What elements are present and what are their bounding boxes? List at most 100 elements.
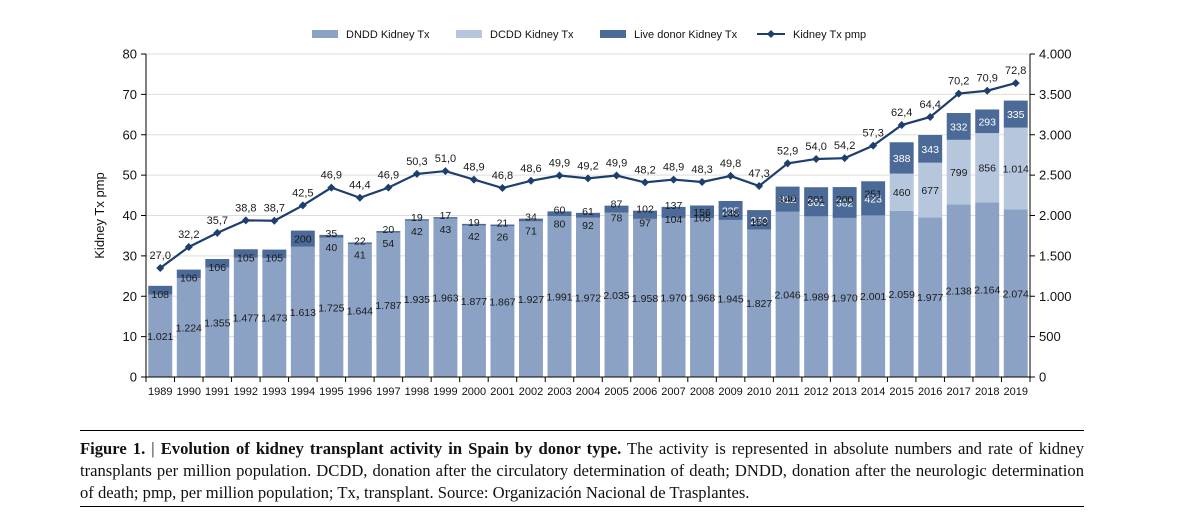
- pmp-value-label: 54,0: [805, 141, 826, 153]
- x-tick-label: 1992: [234, 386, 258, 398]
- bar-value-label: 2.074: [1003, 288, 1029, 300]
- bar-value-label: 71: [525, 226, 537, 238]
- pmp-value-label: 54,2: [834, 140, 855, 152]
- caption-separator: |: [145, 439, 161, 458]
- bar-segment: [404, 220, 429, 377]
- bar-segment: [690, 205, 715, 219]
- bar-segment: [1003, 209, 1028, 377]
- y-tick-label: 40: [123, 208, 137, 223]
- bar-value-label: 235: [722, 205, 740, 217]
- pmp-value-label: 70,9: [977, 73, 998, 85]
- pmp-marker: [270, 216, 279, 225]
- bar-value-label: 106: [209, 262, 227, 274]
- bar-value-label: 335: [1007, 109, 1025, 121]
- bar-segment: [633, 210, 658, 219]
- bar-value-label: 332: [950, 121, 968, 133]
- bar-segment: [918, 134, 943, 163]
- y-tick-label: 30: [123, 248, 137, 263]
- x-tick-label: 2016: [918, 386, 942, 398]
- pmp-marker: [926, 112, 935, 121]
- caption-title: Evolution of kidney transplant activity …: [160, 439, 622, 458]
- bar-segment: [290, 246, 315, 377]
- bar-value-label: 17: [440, 210, 452, 222]
- y2-tick-label: 1.000: [1039, 289, 1072, 304]
- bar-value-label: 382: [836, 197, 854, 209]
- pmp-value-label: 27,0: [150, 250, 171, 262]
- bar-segment: [661, 217, 686, 377]
- bar-value-label: 1.927: [518, 294, 544, 306]
- bar-value-label: 1.827: [746, 298, 772, 310]
- bar-segment: [461, 223, 486, 226]
- y-tick-label: 0: [130, 370, 137, 385]
- bar-value-label: 35: [326, 228, 338, 240]
- bar-value-label: 158: [750, 217, 768, 229]
- bar-value-label: 105: [693, 212, 711, 224]
- x-tick-label: 1997: [376, 386, 400, 398]
- bar-segment: [946, 204, 971, 377]
- x-tick-label: 2012: [804, 386, 828, 398]
- x-tick-label: 2000: [462, 386, 486, 398]
- bar-segment: [376, 231, 401, 233]
- legend-label: Live donor Kidney Tx: [634, 29, 738, 41]
- pmp-marker: [726, 171, 735, 180]
- bar-segment: [946, 139, 971, 205]
- bar-segment: [262, 258, 287, 377]
- bar-value-label: 1.877: [461, 296, 487, 308]
- bar-segment: [205, 259, 230, 268]
- legend-swatch: [600, 30, 626, 38]
- bar-value-label: 19: [468, 217, 480, 229]
- pmp-marker: [584, 174, 592, 183]
- x-tick-label: 1994: [291, 386, 315, 398]
- bar-value-label: 2.046: [774, 289, 800, 301]
- x-tick-label: 2019: [1003, 386, 1027, 398]
- bar-segment: [233, 257, 258, 377]
- bar-value-label: 43: [440, 224, 452, 236]
- pmp-value-label: 70,2: [948, 76, 969, 88]
- bar-value-label: 41: [354, 249, 366, 261]
- bar-value-label: 1.473: [261, 313, 287, 325]
- x-tick-label: 2005: [604, 386, 628, 398]
- bar-value-label: 42: [411, 226, 423, 238]
- bar-segment: [490, 226, 515, 377]
- legend-line-marker: [767, 30, 775, 38]
- pmp-value-label: 46,8: [492, 170, 513, 182]
- bar-value-label: 2.164: [974, 285, 1000, 297]
- pmp-marker: [698, 177, 707, 186]
- bar-segment: [661, 206, 686, 218]
- x-tick-label: 1991: [205, 386, 229, 398]
- pmp-marker: [954, 89, 963, 98]
- pmp-marker: [641, 178, 650, 187]
- x-tick-label: 2006: [633, 386, 657, 398]
- x-tick-label: 2003: [547, 386, 571, 398]
- x-tick-label: 1989: [148, 386, 172, 398]
- pmp-marker: [983, 86, 992, 95]
- pmp-value-label: 49,9: [606, 158, 627, 170]
- bar-segment: [319, 234, 344, 238]
- bar-value-label: 799: [950, 167, 968, 179]
- bar-value-label: 20: [383, 224, 395, 236]
- pmp-marker: [498, 184, 507, 193]
- x-tick-label: 2013: [832, 386, 856, 398]
- bar-segment: [889, 210, 914, 377]
- y2-tick-label: 0: [1039, 370, 1046, 385]
- y2-tick-label: 2.500: [1039, 168, 1072, 183]
- bar-value-label: 1.972: [575, 292, 601, 304]
- pmp-value-label: 47,3: [748, 168, 769, 180]
- pmp-marker: [355, 193, 364, 202]
- bar-segment: [319, 237, 344, 377]
- bar-segment: [889, 173, 914, 211]
- bar-segment: [404, 219, 429, 221]
- bar-segment: [861, 181, 886, 216]
- bar-value-label: 1.970: [660, 292, 686, 304]
- bar-value-label: 26: [497, 232, 509, 244]
- x-tick-label: 1996: [348, 386, 372, 398]
- bar-segment: [376, 232, 401, 377]
- pmp-value-label: 57,3: [862, 128, 883, 140]
- bar-segment: [604, 205, 629, 213]
- bar-segment: [347, 244, 372, 377]
- bar-segment: [148, 294, 173, 377]
- bar-segment: [547, 211, 572, 217]
- bar-value-label: 1.958: [632, 293, 658, 305]
- bar-value-label: 61: [582, 206, 594, 218]
- bar-segment: [975, 133, 1000, 203]
